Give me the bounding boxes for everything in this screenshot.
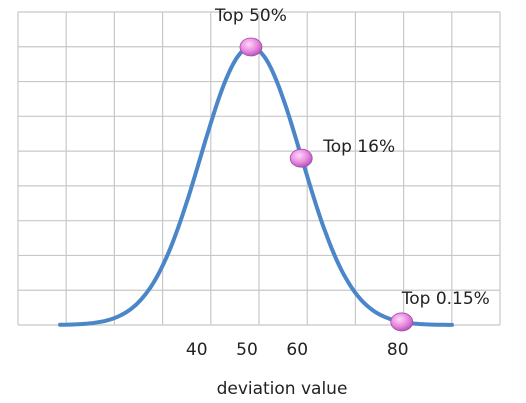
markers	[239, 37, 414, 332]
x-tick-label: 40	[186, 340, 208, 360]
x-tick-label: 60	[286, 340, 308, 360]
x-tick-label: 80	[387, 340, 409, 360]
annotations: Top 50% Top 16% Top 0.15%	[214, 6, 490, 309]
point-annotation: Top 50%	[214, 6, 287, 26]
x-tick-labels: 40 50 60 80	[186, 340, 409, 360]
point-annotation: Top 0.15%	[401, 289, 490, 309]
data-point-marker	[390, 312, 414, 332]
data-point-marker	[289, 148, 313, 168]
x-axis-label: deviation value	[217, 379, 348, 399]
data-point-marker	[239, 37, 263, 57]
grid	[17, 11, 501, 326]
point-annotation: Top 16%	[322, 137, 395, 157]
x-tick-label: 50	[236, 340, 258, 360]
